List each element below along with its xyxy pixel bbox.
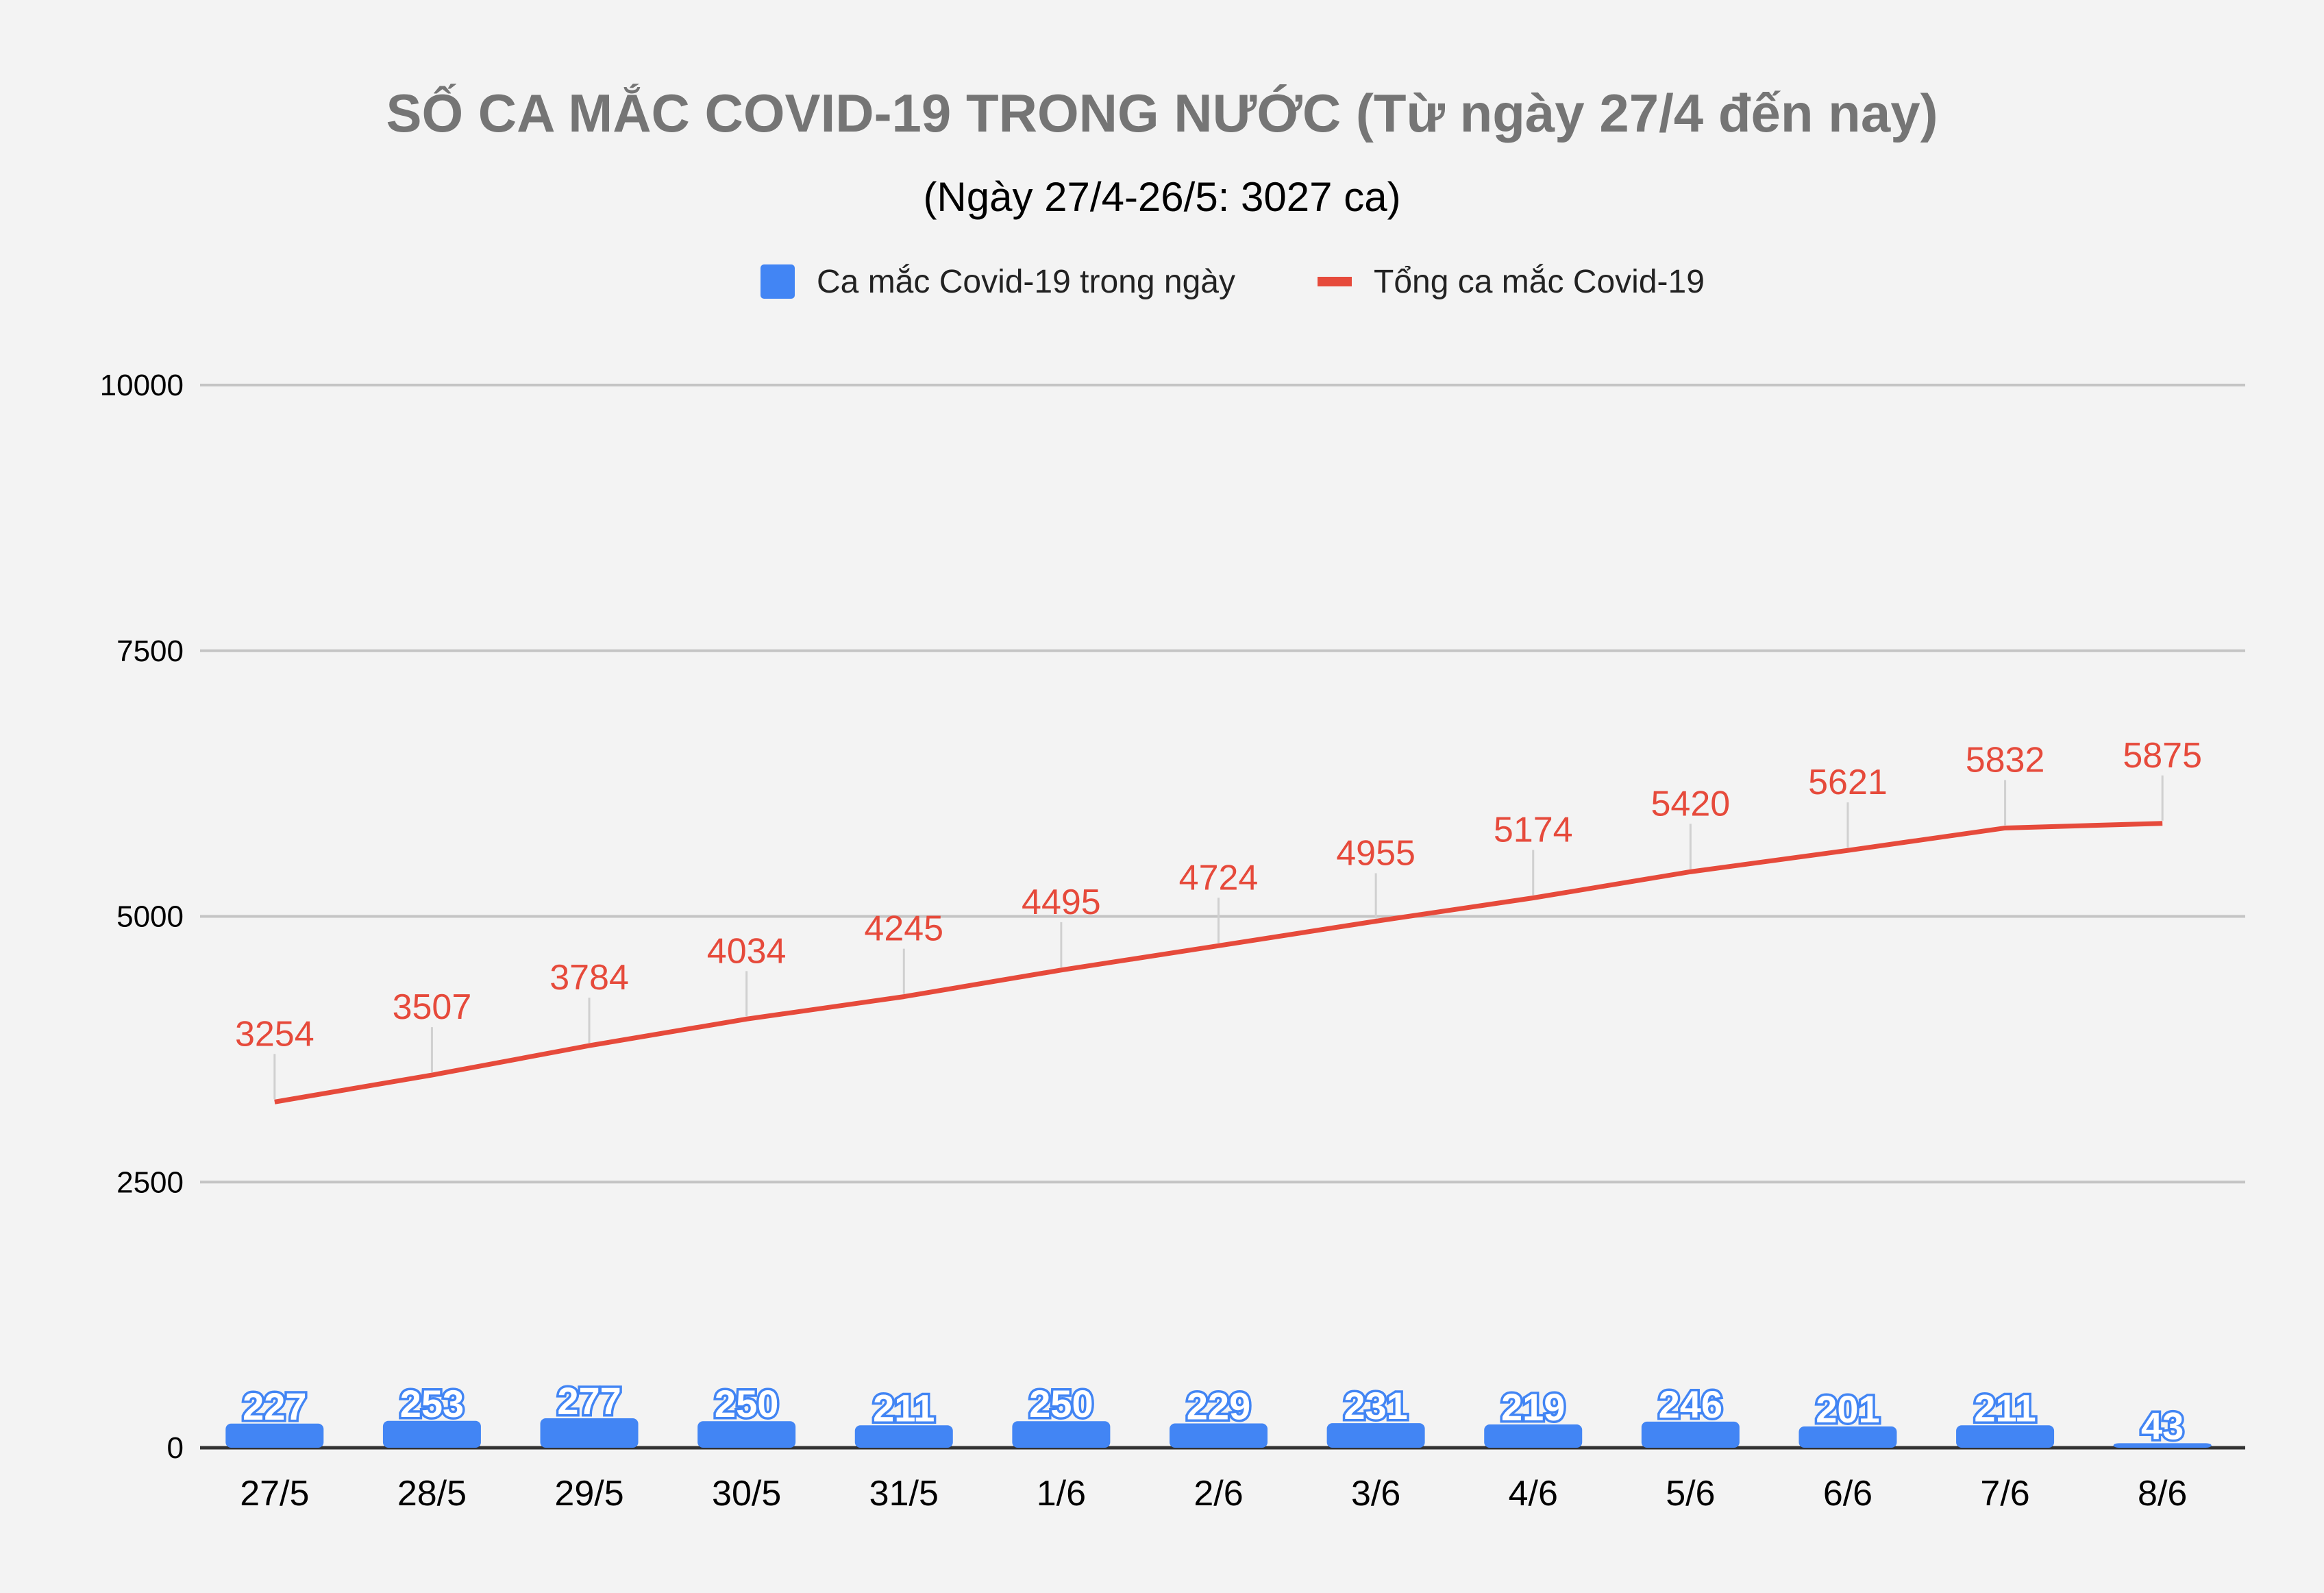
bar	[1012, 1421, 1111, 1448]
bar-data-label: 211	[1974, 1386, 2036, 1429]
line-data-label: 4724	[1179, 858, 1259, 898]
x-tick-label: 28/5	[397, 1474, 467, 1514]
y-tick-label: 10000	[100, 369, 184, 402]
line-series	[274, 821, 2163, 1104]
line-data-label: 5832	[1966, 740, 2045, 780]
bar-data-label: 250	[715, 1382, 778, 1425]
bar	[382, 1420, 481, 1448]
x-tick-label: 6/6	[1823, 1474, 1872, 1514]
bar	[1484, 1424, 1583, 1448]
x-tick-label: 8/6	[2138, 1474, 2187, 1514]
x-tick-label: 29/5	[554, 1474, 623, 1514]
bar-data-label: 201	[1816, 1387, 1879, 1431]
line-data-label: 4245	[864, 909, 943, 949]
x-tick-label: 31/5	[869, 1474, 939, 1514]
bar-data-label: 246	[1659, 1383, 1722, 1426]
y-tick-label: 5000	[116, 900, 184, 934]
bar	[854, 1425, 953, 1448]
bar-data-label: 227	[243, 1385, 306, 1428]
line-data-label: 4955	[1336, 833, 1416, 873]
bar-data-label: 250	[1029, 1382, 1093, 1425]
x-tick-label: 30/5	[712, 1474, 781, 1514]
legend-line-swatch	[1318, 277, 1352, 286]
legend-line-label: Tổng ca mắc Covid-19	[1374, 263, 1705, 300]
line-data-label: 5420	[1651, 784, 1731, 824]
y-tick-label: 7500	[116, 634, 184, 668]
bar-data-label: 253	[400, 1382, 464, 1425]
bar	[1956, 1425, 2055, 1448]
line-data-label: 3254	[235, 1014, 314, 1054]
bar-data-label: 211	[873, 1386, 935, 1429]
x-tick-label: 2/6	[1194, 1474, 1243, 1514]
legend: Ca mắc Covid-19 trong ngày Tổng ca mắc C…	[761, 263, 1705, 300]
line-data-label: 5174	[1494, 811, 1573, 850]
bar	[225, 1423, 324, 1448]
bar-data-label: 277	[557, 1379, 621, 1422]
bar	[1170, 1423, 1268, 1448]
x-tick-label: 4/6	[1509, 1474, 1558, 1514]
chart-subtitle: (Ngày 27/4-26/5: 3027 ca)	[923, 174, 1400, 220]
line-data-label: 4495	[1022, 882, 1101, 922]
bar-data-label: 43	[2141, 1404, 2184, 1447]
x-tick-label: 27/5	[240, 1474, 309, 1514]
line-data-label: 3507	[393, 987, 472, 1027]
bar-data-label: 229	[1187, 1384, 1250, 1427]
bar	[697, 1421, 796, 1448]
line-data-label: 4034	[707, 931, 787, 971]
y-tick-label: 2500	[116, 1165, 184, 1199]
line-data-label: 5875	[2123, 736, 2202, 776]
bar-data-label: 219	[1501, 1385, 1565, 1429]
line-data-label: 5621	[1808, 763, 1888, 802]
bar	[1641, 1421, 1740, 1448]
bar	[1798, 1426, 1897, 1448]
bar	[540, 1418, 639, 1448]
x-tick-label: 7/6	[1980, 1474, 2029, 1514]
bar-data-label: 231	[1344, 1384, 1407, 1427]
bar	[1326, 1423, 1425, 1448]
legend-bar-label: Ca mắc Covid-19 trong ngày	[817, 263, 1235, 300]
line-data-label: 3784	[549, 958, 629, 998]
chart-title: SỐ CA MẮC COVID-19 TRONG NƯỚC (Từ ngày 2…	[386, 83, 1938, 143]
legend-bar-swatch	[761, 264, 795, 299]
x-tick-label: 5/6	[1666, 1474, 1715, 1514]
x-tick-label: 3/6	[1351, 1474, 1400, 1514]
bar	[2113, 1443, 2212, 1448]
x-tick-label: 1/6	[1037, 1474, 1086, 1514]
y-tick-label: 0	[167, 1431, 184, 1465]
